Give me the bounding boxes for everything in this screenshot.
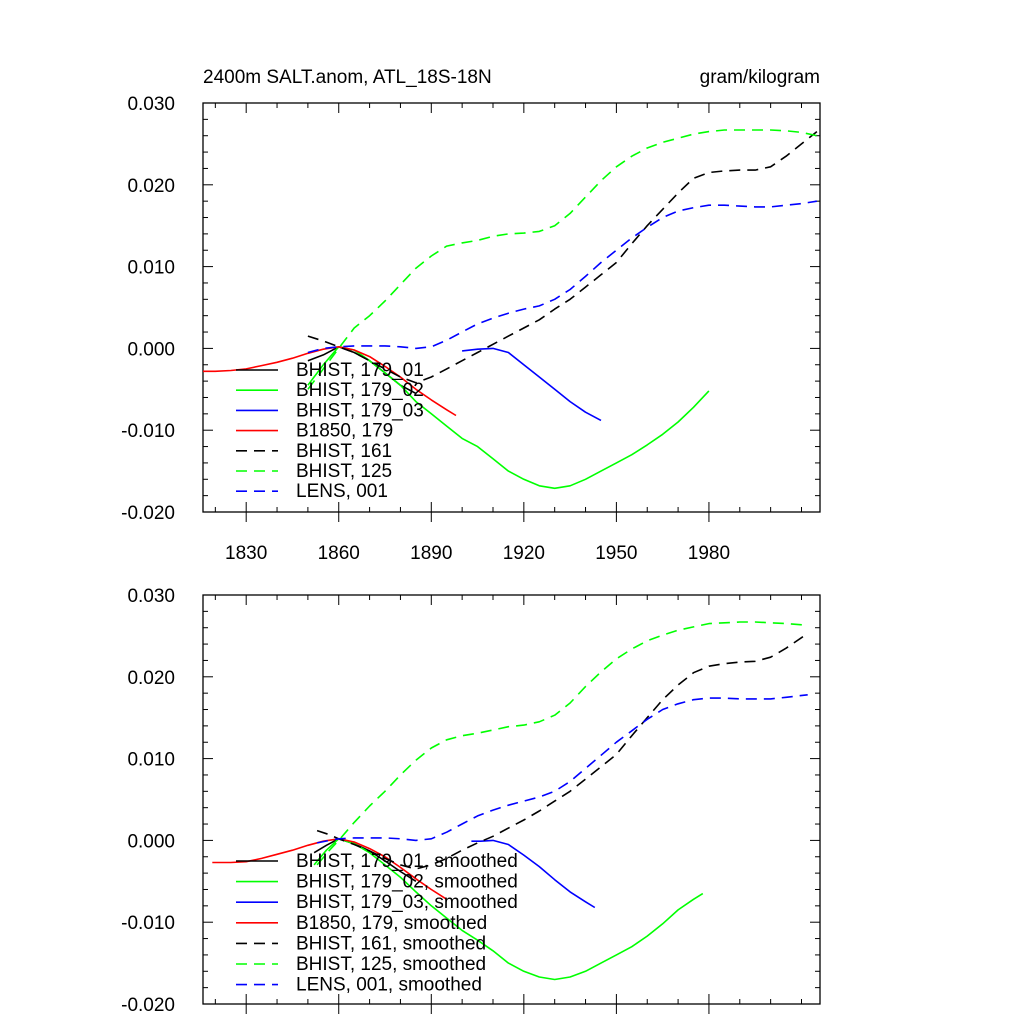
y-tick-label: -0.010 bbox=[121, 913, 175, 934]
bottom-panel: -0.020 -0.010 0.000 0.010 0.020 0.030 BHIST, 1… bbox=[121, 586, 821, 1016]
x-tick-label: 1920 bbox=[503, 543, 545, 564]
y-tick-label: 0.000 bbox=[127, 339, 175, 360]
series-line-2 bbox=[462, 347, 602, 422]
y-tick-label: 0.030 bbox=[127, 94, 175, 115]
legend-label: BHIST, 179_02 bbox=[296, 380, 424, 401]
x-tick-label: 1830 bbox=[225, 543, 267, 564]
series-line-5 bbox=[316, 621, 808, 866]
legend-label: LENS, 001, smoothed bbox=[296, 975, 482, 996]
x-tick-label: 1890 bbox=[410, 543, 452, 564]
y-tick-label: 0.020 bbox=[127, 176, 175, 197]
y-tick-label: 0.030 bbox=[127, 586, 175, 607]
legend-label: BHIST, 161, smoothed bbox=[296, 933, 486, 954]
legend-label: BHIST, 179_01, smoothed bbox=[296, 851, 518, 872]
legend-label: BHIST, 179_01 bbox=[296, 360, 424, 381]
x-tick-label: 1860 bbox=[318, 543, 360, 564]
series-line-4 bbox=[307, 130, 818, 384]
figure-title-right: gram/kilogram bbox=[700, 67, 820, 88]
top-panel: -0.020 -0.010 0.000 0.010 0.020 0.030 1830 1860… bbox=[121, 94, 821, 564]
series-line-6 bbox=[316, 694, 808, 844]
y-tick-label: 0.000 bbox=[127, 831, 175, 852]
legend-label: BHIST, 179_03, smoothed bbox=[296, 892, 518, 913]
y-tick-label: -0.020 bbox=[121, 503, 175, 524]
series-line-6 bbox=[307, 200, 818, 354]
y-tick-label: 0.020 bbox=[127, 668, 175, 689]
x-tick-label: 1950 bbox=[595, 543, 637, 564]
legend-label: BHIST, 125, smoothed bbox=[296, 954, 486, 975]
legend-label: B1850, 179 bbox=[296, 421, 393, 442]
y-tick-label: -0.010 bbox=[121, 421, 175, 442]
series-line-4 bbox=[316, 632, 809, 870]
x-tick-label: 1980 bbox=[688, 543, 730, 564]
legend-label: B1850, 179, smoothed bbox=[296, 913, 487, 934]
legend-label: BHIST, 161 bbox=[296, 441, 392, 462]
legend-label: LENS, 001 bbox=[296, 481, 388, 502]
legend-label: BHIST, 179_02, smoothed bbox=[296, 872, 518, 893]
series-line-2 bbox=[471, 839, 596, 909]
series-line-3 bbox=[212, 837, 448, 900]
y-tick-label: -0.020 bbox=[121, 995, 175, 1016]
series-line-1 bbox=[307, 345, 710, 490]
plot-frame bbox=[202, 102, 821, 513]
legend-label: BHIST, 179_03 bbox=[296, 400, 424, 421]
plot-frame bbox=[202, 594, 821, 1005]
series-line-5 bbox=[307, 129, 818, 390]
legend-label: BHIST, 125 bbox=[296, 461, 392, 482]
y-tick-label: 0.010 bbox=[127, 750, 175, 771]
y-tick-label: 0.010 bbox=[127, 258, 175, 279]
series-line-1 bbox=[313, 837, 704, 981]
figure-title-left: 2400m SALT.anom, ATL_18S-18N bbox=[203, 67, 492, 88]
